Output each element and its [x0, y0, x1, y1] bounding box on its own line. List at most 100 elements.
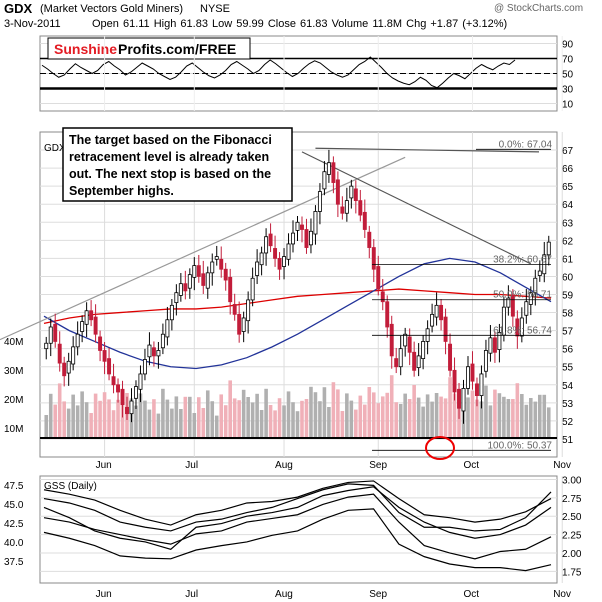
gss-panel-title: GSS (Daily) — [44, 481, 97, 492]
candlestick — [111, 363, 116, 394]
candlestick — [183, 270, 188, 300]
sma200-line — [43, 288, 552, 325]
candle-body — [107, 358, 112, 375]
volume-bar — [367, 387, 372, 438]
candlestick — [430, 303, 435, 333]
volume-bar — [255, 393, 259, 438]
volume-bar — [412, 385, 416, 438]
candle-body — [340, 206, 345, 214]
candle-body — [57, 343, 62, 364]
volume-bar — [80, 391, 84, 438]
x-tick-label-bottom: Aug — [275, 589, 293, 600]
security-name: (Market Vectors Gold Miners) — [40, 3, 184, 15]
candlestick — [116, 378, 121, 403]
candlestick — [349, 179, 354, 209]
volume-bar — [237, 400, 241, 438]
x-tick-label: Oct — [463, 460, 479, 471]
candle-body — [546, 241, 551, 256]
candlestick — [434, 292, 439, 326]
candle-body — [537, 270, 542, 276]
candle-body — [474, 383, 479, 397]
x-tick-label-bottom: Sep — [369, 589, 387, 600]
candle-body — [434, 304, 439, 318]
volume-bar — [313, 392, 318, 438]
volume-bar — [192, 413, 197, 438]
volume-bar — [219, 394, 224, 438]
candle-body — [237, 313, 242, 335]
volume-bar — [93, 393, 98, 438]
candle-body — [358, 200, 363, 216]
volume-bar — [506, 399, 511, 438]
gss-panel — [39, 475, 558, 584]
candle-body — [44, 342, 49, 350]
volume-bar — [403, 393, 407, 438]
candle-body — [223, 268, 228, 281]
candle-body — [362, 211, 367, 230]
volume-bar — [102, 392, 107, 438]
candlestick — [510, 289, 515, 327]
price-tick-label: 65 — [562, 182, 574, 193]
candle-body — [125, 406, 129, 415]
candle-body — [470, 363, 475, 382]
volume-bar — [179, 409, 183, 438]
gss-right-tick: 2.50 — [562, 512, 582, 523]
candlestick — [407, 328, 412, 366]
candlestick — [246, 291, 251, 334]
volume-bar — [363, 404, 367, 438]
volume-bar — [493, 389, 497, 438]
gss-right-tick: 2.75 — [562, 494, 582, 505]
volume-bar — [488, 405, 493, 438]
candlestick — [174, 284, 179, 316]
volume-bar — [277, 398, 282, 438]
candlestick — [358, 189, 363, 222]
fib-level-label: 61.8%: 56.74 — [493, 325, 552, 336]
volume-bar — [327, 407, 331, 438]
volume-bar — [196, 397, 201, 438]
x-tick-label-bottom: Jul — [185, 589, 198, 600]
candle-body — [93, 316, 98, 335]
candlestick — [62, 356, 67, 387]
candle-body — [201, 273, 206, 286]
volume-bar — [232, 398, 237, 438]
candle-body — [102, 350, 107, 362]
candle-body — [169, 304, 174, 321]
x-tick-label: Jul — [185, 460, 198, 471]
volume-bar — [268, 405, 273, 438]
volume-bar — [470, 390, 475, 438]
candlestick — [452, 357, 457, 401]
trend-line-top — [315, 147, 540, 153]
candlestick — [466, 356, 470, 395]
volume-bar — [389, 375, 394, 438]
candlestick — [250, 267, 255, 307]
brand-box — [47, 37, 251, 60]
volume-bar — [484, 385, 488, 438]
x-tick-label-bottom: Nov — [553, 589, 571, 600]
candlestick — [331, 156, 336, 194]
candle-body — [142, 359, 147, 375]
price-tick-label: 53 — [562, 399, 574, 410]
candle-body — [120, 388, 125, 406]
annotation-text: September highs. — [69, 184, 174, 198]
volume-bar — [165, 399, 170, 438]
brand-part1: Sunshine — [54, 41, 117, 57]
volume-bar — [48, 393, 53, 438]
price-tick-label: 51 — [562, 435, 574, 446]
volume-bar — [250, 402, 255, 438]
candlestick — [192, 257, 197, 291]
candle-body — [515, 318, 520, 337]
watermark: @ StockCharts.com — [494, 3, 584, 14]
volume-bar — [349, 400, 354, 438]
volume-bar — [497, 393, 502, 438]
candlestick — [138, 365, 143, 403]
volume-bar — [479, 401, 484, 438]
candle-body — [443, 316, 448, 342]
candle-body — [335, 179, 340, 205]
price-tick-label: 60 — [562, 272, 574, 283]
volume-bar — [434, 393, 439, 438]
candlestick — [102, 341, 107, 375]
candle-body — [313, 211, 318, 235]
volume-bar — [448, 377, 452, 438]
candlestick — [219, 246, 224, 278]
candlestick — [107, 347, 112, 381]
